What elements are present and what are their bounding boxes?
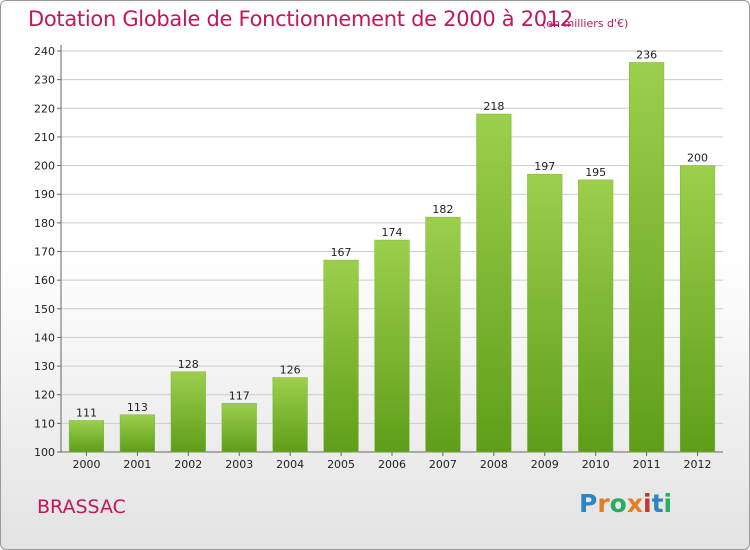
bar-2007 (425, 216, 461, 453)
x-tick-label-2005: 2005 (327, 458, 355, 471)
logo-letter: i (643, 489, 652, 518)
x-tick-label-2003: 2003 (225, 458, 253, 471)
logo-letter: P (579, 489, 598, 518)
data-label-2007: 182 (432, 203, 453, 216)
y-tick-label: 100 (34, 446, 55, 459)
y-tick-label: 210 (34, 131, 55, 144)
bar-2000 (68, 420, 105, 453)
y-tick-label: 150 (34, 303, 55, 316)
x-tick-label-2001: 2001 (123, 458, 151, 471)
chart-unit: (en milliers d'€) (542, 17, 629, 30)
x-tick-label-2006: 2006 (378, 458, 406, 471)
data-label-2004: 126 (280, 364, 301, 377)
bar-2009 (527, 173, 563, 453)
y-tick-label: 240 (34, 45, 55, 58)
x-tick-label-2008: 2008 (480, 458, 508, 471)
y-tick-label: 170 (34, 246, 55, 259)
data-label-2011: 236 (636, 48, 657, 61)
y-tick-label: 120 (34, 389, 55, 402)
x-tick-label-2000: 2000 (72, 458, 100, 471)
chart-title: Dotation Globale de Fonctionnement de 20… (28, 7, 573, 31)
data-label-2000: 111 (76, 406, 97, 419)
logo-letter: o (609, 489, 627, 518)
data-label-2006: 174 (382, 226, 403, 239)
y-tick-label: 200 (34, 160, 55, 173)
bar-2008 (476, 113, 512, 453)
bar-2006 (374, 239, 410, 453)
logo-letter: t (651, 489, 664, 518)
y-tick-label: 180 (34, 217, 55, 230)
bar-2002 (170, 371, 206, 453)
logo-letter: r (597, 489, 610, 518)
bar-2011 (629, 62, 665, 453)
bar-2010 (578, 179, 614, 453)
x-tick-label-2010: 2010 (582, 458, 610, 471)
x-tick-label-2002: 2002 (174, 458, 202, 471)
y-tick-label: 190 (34, 188, 55, 201)
bar-2012 (679, 165, 716, 453)
y-tick-label: 160 (34, 274, 55, 287)
x-tick-label-2009: 2009 (531, 458, 559, 471)
x-tick-label-2011: 2011 (633, 458, 661, 471)
x-tick-label-2007: 2007 (429, 458, 457, 471)
bar-2004 (272, 377, 308, 453)
data-label-2001: 113 (127, 401, 148, 414)
x-tick-label-2004: 2004 (276, 458, 304, 471)
data-label-2012: 200 (687, 152, 708, 165)
commune-name: BRASSAC (37, 496, 126, 518)
data-label-2005: 167 (331, 246, 352, 259)
data-label-2002: 128 (178, 358, 199, 371)
bar-2005 (323, 259, 359, 453)
data-label-2009: 197 (534, 160, 555, 173)
bar-2001 (119, 414, 155, 453)
proxiti-logo: Proxiti (579, 489, 672, 518)
y-tick-label: 220 (34, 102, 55, 115)
y-tick-label: 130 (34, 360, 55, 373)
data-label-2008: 218 (483, 100, 504, 113)
logo-letter: x (626, 489, 643, 518)
x-tick-label-2012: 2012 (684, 458, 712, 471)
y-tick-label: 110 (34, 417, 55, 430)
bar-2003 (221, 403, 257, 453)
data-label-2003: 117 (229, 389, 250, 402)
logo-letter: i (663, 489, 673, 518)
y-tick-label: 230 (34, 74, 55, 87)
data-label-2010: 195 (585, 166, 606, 179)
y-tick-label: 140 (34, 331, 55, 344)
